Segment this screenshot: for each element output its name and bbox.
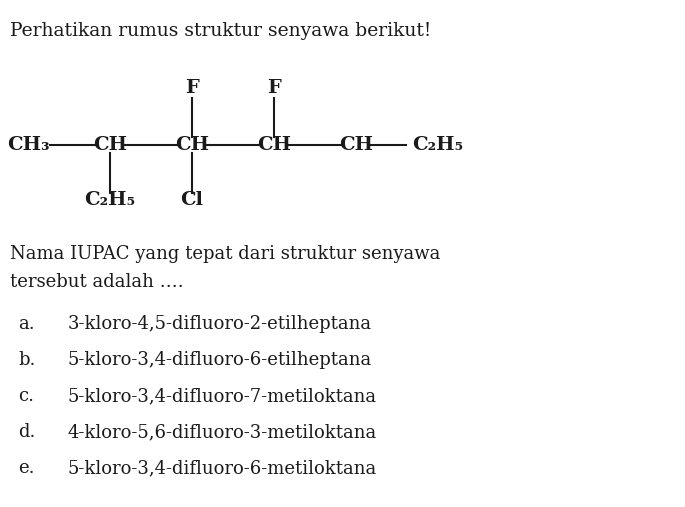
Text: F: F (267, 79, 281, 97)
Text: C₂H₅: C₂H₅ (412, 136, 464, 154)
Text: CH₃: CH₃ (7, 136, 49, 154)
Text: 5-kloro-3,4-difluoro-7-metiloktana: 5-kloro-3,4-difluoro-7-metiloktana (68, 387, 377, 405)
Text: 3-kloro-4,5-difluoro-2-etilheptana: 3-kloro-4,5-difluoro-2-etilheptana (68, 315, 372, 333)
Text: CH: CH (175, 136, 209, 154)
Text: 5-kloro-3,4-difluoro-6-etilheptana: 5-kloro-3,4-difluoro-6-etilheptana (68, 351, 372, 369)
Text: c.: c. (18, 387, 34, 405)
Text: Perhatikan rumus struktur senyawa berikut!: Perhatikan rumus struktur senyawa beriku… (10, 22, 432, 40)
Text: 5-kloro-3,4-difluoro-6-metiloktana: 5-kloro-3,4-difluoro-6-metiloktana (68, 459, 377, 477)
Text: 4-kloro-5,6-difluoro-3-metiloktana: 4-kloro-5,6-difluoro-3-metiloktana (68, 423, 377, 441)
Text: a.: a. (18, 315, 35, 333)
Text: Cl: Cl (181, 191, 203, 209)
Text: C₂H₅: C₂H₅ (84, 191, 136, 209)
Text: d.: d. (18, 423, 36, 441)
Text: CH: CH (339, 136, 373, 154)
Text: e.: e. (18, 459, 34, 477)
Text: CH: CH (257, 136, 291, 154)
Text: F: F (185, 79, 199, 97)
Text: CH: CH (93, 136, 127, 154)
Text: Nama IUPAC yang tepat dari struktur senyawa
tersebut adalah ….: Nama IUPAC yang tepat dari struktur seny… (10, 245, 440, 291)
Text: b.: b. (18, 351, 36, 369)
